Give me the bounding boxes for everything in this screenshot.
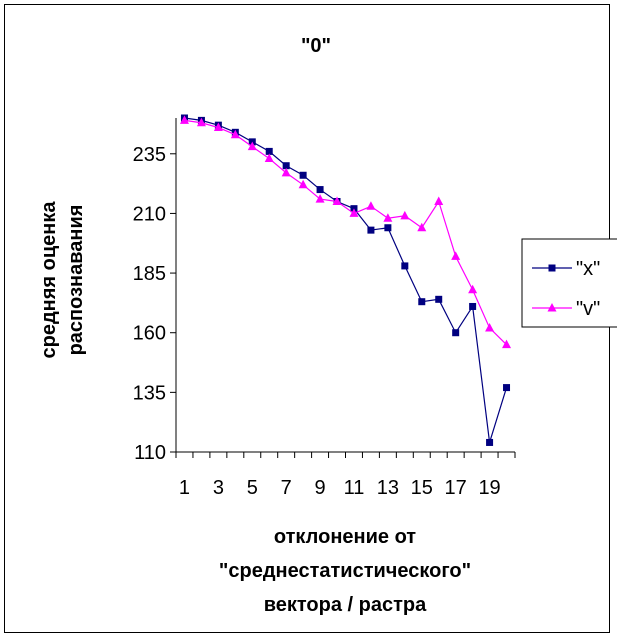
x-axis-title-line-1: отклонение от	[274, 526, 416, 548]
data-point	[503, 384, 511, 392]
legend-label: "v"	[576, 298, 600, 320]
data-point	[435, 295, 443, 303]
series-group	[179, 114, 512, 446]
data-point	[282, 162, 290, 170]
data-point	[179, 115, 189, 124]
data-point	[315, 194, 325, 203]
chart-frame	[4, 4, 610, 633]
data-point	[485, 322, 495, 332]
data-point	[384, 224, 392, 232]
data-point	[400, 210, 410, 220]
x-axis-title-line-2: "среднестатистического"	[219, 560, 471, 582]
data-point	[213, 122, 223, 132]
series-1	[180, 114, 511, 446]
x-axis-title-line-3: вектора / растра	[264, 594, 427, 616]
y-tick-label: 110	[134, 442, 166, 464]
x-tick-label: 7	[281, 477, 292, 499]
data-point	[281, 167, 291, 177]
data-point	[367, 226, 375, 234]
legend-marker	[548, 264, 556, 272]
data-point	[196, 117, 206, 127]
x-tick-label: 11	[344, 477, 365, 499]
legend-label: "x"	[576, 258, 600, 280]
y-axis-title-line-1: средняя оценка	[38, 201, 60, 359]
data-point	[264, 153, 274, 163]
legend-marker	[547, 303, 557, 312]
x-axis-title: отклонение от "среднестатистического" ве…	[219, 526, 471, 616]
chart-title: "0"	[301, 35, 331, 57]
data-point	[298, 179, 308, 189]
data-point	[265, 147, 273, 155]
data-point	[451, 251, 461, 260]
data-point	[452, 329, 460, 337]
x-tick-label: 9	[315, 477, 326, 499]
x-tick-label: 17	[445, 477, 467, 499]
data-point	[332, 196, 342, 205]
data-point	[349, 208, 359, 217]
y-tick-label: 185	[133, 263, 166, 285]
data-point	[434, 196, 444, 205]
y-tick-label: 135	[133, 382, 166, 404]
legend-box	[521, 238, 617, 328]
data-point	[366, 201, 376, 210]
data-point	[486, 438, 494, 446]
data-point	[418, 298, 426, 306]
y-tick-label: 210	[133, 203, 166, 225]
data-point	[401, 262, 409, 270]
data-point	[247, 141, 257, 151]
data-point	[502, 339, 512, 349]
data-point	[417, 222, 427, 232]
data-point	[468, 284, 478, 294]
data-point	[383, 213, 393, 222]
legend-items: "x" "v"	[532, 258, 600, 320]
x-tick-label: 13	[377, 477, 399, 499]
data-point	[316, 186, 324, 194]
series-line	[184, 117, 508, 443]
legend-item-2: "v"	[532, 298, 600, 320]
legend-item-1: "x"	[532, 258, 600, 280]
x-tick-label: 3	[213, 477, 224, 499]
y-tick-label: 160	[133, 323, 166, 345]
x-tick-label: 5	[247, 477, 258, 499]
y-axis-title: средняя оценка распознавания	[38, 201, 87, 359]
y-axis-title-line-2: распознавания	[65, 205, 87, 356]
legend: "x" "v"	[521, 238, 617, 328]
y-tick-label: 235	[133, 144, 166, 166]
data-point	[469, 302, 477, 310]
x-tick-label: 1	[179, 477, 190, 499]
series-line	[184, 119, 507, 346]
x-tick-label: 19	[478, 477, 500, 499]
series-2	[179, 115, 512, 349]
x-tick-label: 15	[411, 477, 433, 499]
data-point	[299, 171, 307, 179]
data-point	[230, 129, 240, 139]
